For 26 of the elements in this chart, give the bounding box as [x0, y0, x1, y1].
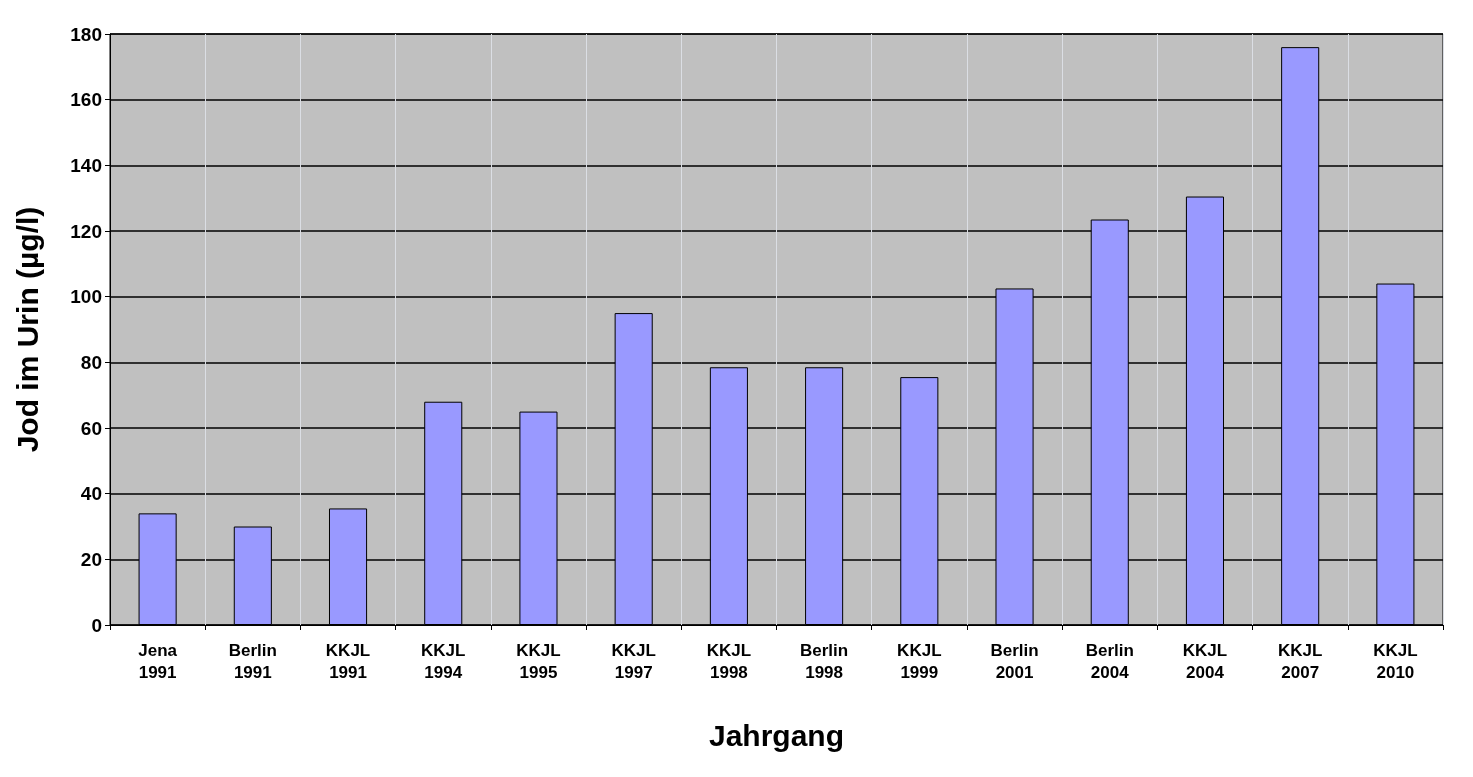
- y-tick-label: 120: [70, 220, 102, 242]
- x-tick-label: KKJL 1994: [421, 640, 466, 682]
- x-tick-label: KKJL 2007: [1277, 640, 1323, 682]
- y-tick-label: 160: [70, 89, 102, 111]
- x-tick-label: KKJL 2004: [1182, 640, 1228, 682]
- y-tick-label: 100: [70, 286, 102, 308]
- x-tick-label: Berlin 2001: [990, 640, 1039, 682]
- x-tick-label: Berlin 1998: [800, 640, 849, 682]
- x-tick-label: KKJL 1997: [611, 640, 656, 682]
- x-tick-label: KKJL 1991: [325, 640, 371, 682]
- y-tick-label: 20: [80, 548, 102, 570]
- y-tick-label: 180: [70, 23, 102, 45]
- x-tick-label: Berlin 2004: [1085, 640, 1134, 682]
- y-tick-label: 80: [80, 351, 102, 373]
- x-tick-label: KKJL 1998: [706, 640, 752, 682]
- y-tick-label: 140: [70, 154, 102, 176]
- x-tick-label: Jena 1991: [138, 640, 178, 682]
- x-tick-label: KKJL 1995: [516, 640, 561, 682]
- y-tick-label: 60: [80, 417, 102, 439]
- x-axis-title: Jahrgang: [708, 718, 845, 752]
- x-tick-label: KKJL 1999: [897, 640, 942, 682]
- x-tick-label: Berlin 1991: [228, 640, 277, 682]
- x-tick-label: KKJL 2010: [1373, 640, 1418, 682]
- y-axis-title: Jod im Urin (µg/l): [10, 206, 44, 453]
- y-tick-label: 0: [91, 614, 102, 636]
- y-tick-label: 40: [80, 483, 102, 505]
